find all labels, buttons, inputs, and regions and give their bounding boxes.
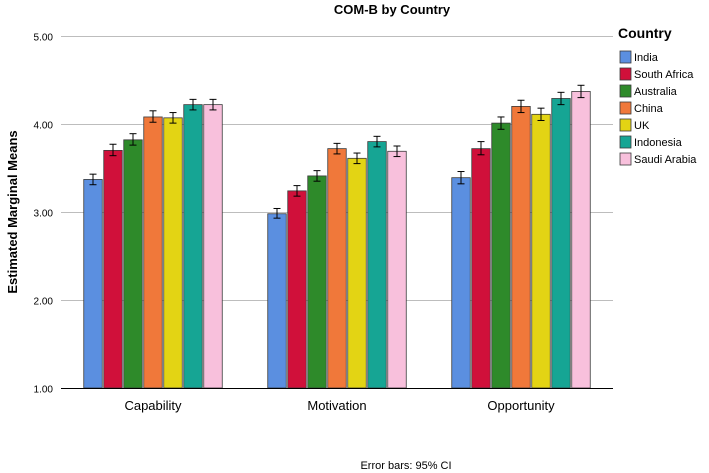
legend-item: India	[634, 52, 659, 64]
legend-swatch	[619, 152, 632, 166]
bar-indonesia-opportunity	[551, 98, 571, 389]
bar-australia-capability	[123, 139, 143, 389]
bars	[83, 91, 591, 389]
legend-item: UK	[634, 120, 650, 132]
bar-uk-opportunity	[531, 113, 551, 389]
bar-saudi-arabia-motivation	[387, 150, 407, 389]
y-tick-label: 4.00	[34, 121, 54, 132]
bar-uk-motivation	[347, 157, 367, 389]
category-labels: Capability Motivation Opportunity	[124, 398, 555, 413]
y-tick-label: 1.00	[34, 385, 54, 396]
legend-item: South Africa	[634, 69, 694, 81]
bar-south-africa-capability	[103, 149, 123, 389]
bar-india-motivation	[267, 213, 287, 389]
legend: Country India South Africa Australia China U…	[618, 25, 697, 166]
bar-china-motivation	[327, 148, 347, 389]
error-bars	[89, 84, 585, 219]
bar-india-capability	[83, 179, 103, 389]
bar-indonesia-motivation	[367, 141, 387, 389]
bar-australia-motivation	[307, 175, 327, 389]
legend-swatch	[619, 67, 632, 81]
legend-item: Indonesia	[634, 137, 683, 149]
bar-south-africa-opportunity	[471, 148, 491, 389]
legend-item: China	[634, 103, 664, 115]
y-tick-label: 3.00	[34, 209, 54, 220]
legend-title: Country	[618, 25, 672, 41]
bar-saudi-arabia-capability	[203, 104, 223, 389]
legend-swatch	[619, 118, 632, 132]
y-tick-labels: 1.00 2.00 3.00 4.00 5.00	[34, 33, 54, 396]
bar-south-africa-motivation	[287, 190, 307, 389]
legend-swatch	[619, 50, 632, 64]
y-axis-label: Estimated Marginal Means	[5, 130, 20, 293]
bar-saudi-arabia-opportunity	[571, 91, 591, 389]
bar-australia-opportunity	[491, 122, 511, 389]
category-label: Opportunity	[487, 398, 555, 413]
error-bar-note: Error bars: 95% CI	[360, 460, 451, 472]
bar-china-capability	[143, 116, 163, 389]
chart-title: COM-B by Country	[334, 2, 451, 17]
category-label: Capability	[124, 398, 182, 413]
bar-china-opportunity	[511, 106, 531, 389]
legend-swatch	[619, 84, 632, 98]
legend-item: Australia	[634, 86, 678, 98]
legend-item: Saudi Arabia	[634, 154, 697, 166]
legend-swatch	[619, 135, 632, 149]
category-label: Motivation	[307, 398, 366, 413]
y-tick-label: 5.00	[34, 33, 54, 44]
bar-indonesia-capability	[183, 104, 203, 389]
legend-swatch	[619, 101, 632, 115]
y-tick-label: 2.00	[34, 297, 54, 308]
bar-uk-capability	[163, 117, 183, 389]
bar-india-opportunity	[451, 177, 471, 389]
